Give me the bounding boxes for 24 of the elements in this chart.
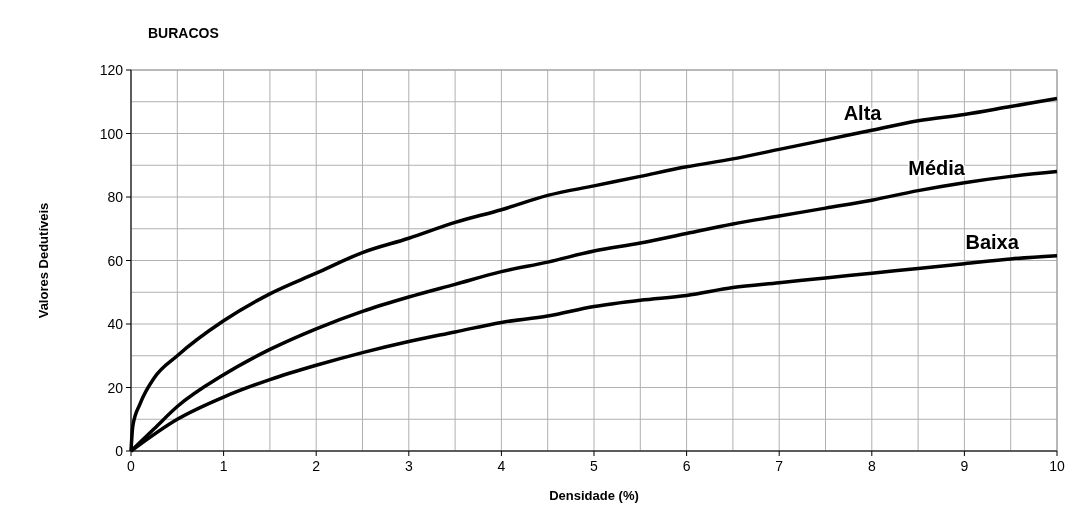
x-tick-label: 2 (312, 458, 321, 474)
y-tick-label: 0 (115, 443, 124, 459)
series-label: Baixa (965, 230, 1020, 253)
x-tick-label: 0 (127, 458, 136, 474)
x-tick-label: 4 (497, 458, 506, 474)
x-tick-label: 10 (1049, 458, 1065, 474)
x-tick-label: 6 (682, 458, 691, 474)
x-tick-label: 9 (960, 458, 969, 474)
y-tick-label: 100 (99, 125, 124, 142)
y-tick-label: 40 (107, 316, 124, 332)
y-tick-label: 60 (107, 252, 124, 269)
y-tick-label: 120 (99, 62, 124, 78)
x-axis-title: Densidade (%) (549, 488, 639, 503)
y-tick-label: 80 (107, 189, 124, 205)
chart-title: BURACOS (148, 25, 219, 41)
x-tick-label: 3 (404, 458, 413, 474)
series-label: Alta (843, 102, 883, 125)
x-tick-label: 7 (775, 458, 784, 474)
x-tick-label: 8 (867, 458, 876, 474)
x-tick-label: 1 (219, 458, 228, 474)
x-tick-label: 5 (590, 458, 599, 474)
y-tick-label: 20 (107, 379, 124, 396)
series-label: Média (908, 157, 966, 180)
y-axis-title: Valores Dedutíveis (36, 202, 51, 319)
